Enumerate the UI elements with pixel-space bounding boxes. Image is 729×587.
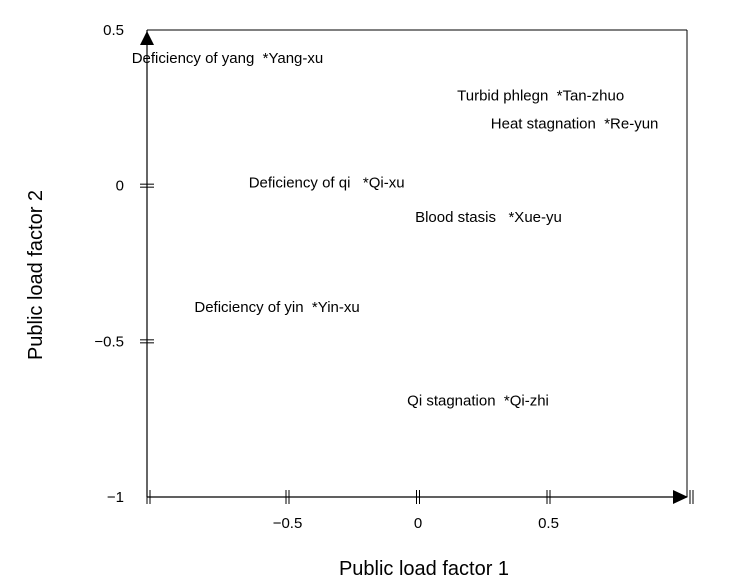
point-label: Deficiency of yang *Yang-xu <box>132 50 324 67</box>
plot-frame <box>140 29 688 504</box>
y-tick-label: 0.5 <box>103 22 124 39</box>
x-tick-label: 0.5 <box>538 515 559 532</box>
y-tick-label: −1 <box>107 489 124 506</box>
y-tick-label: 0 <box>116 178 124 195</box>
y-tick-label: −0.5 <box>94 333 124 350</box>
y-axis-arrow-icon <box>140 31 154 45</box>
point-label: Turbid phlegn *Tan-zhuo <box>457 87 624 104</box>
point-label: Heat stagnation *Re-yun <box>491 115 659 132</box>
y-axis-ticks: 0.5 0 −0.5 −1 <box>94 22 154 506</box>
x-axis-ticks: −0.5 0 0.5 <box>146 490 694 532</box>
y-axis-title: Public load factor 2 <box>25 190 47 360</box>
point-label: Deficiency of qi *Qi-xu <box>249 175 405 192</box>
x-axis-arrow-icon <box>673 490 688 504</box>
data-points: Deficiency of yang *Yang-xu Turbid phlegn… <box>132 50 659 409</box>
x-tick-label: −0.5 <box>273 515 303 532</box>
x-axis-title: Public load factor 1 <box>339 558 509 580</box>
x-tick-label: 0 <box>414 515 422 532</box>
point-label: Deficiency of yin *Yin-xu <box>194 299 359 316</box>
point-label: Blood stasis *Xue-yu <box>415 209 562 226</box>
point-label: Qi stagnation *Qi-zhi <box>407 392 549 409</box>
